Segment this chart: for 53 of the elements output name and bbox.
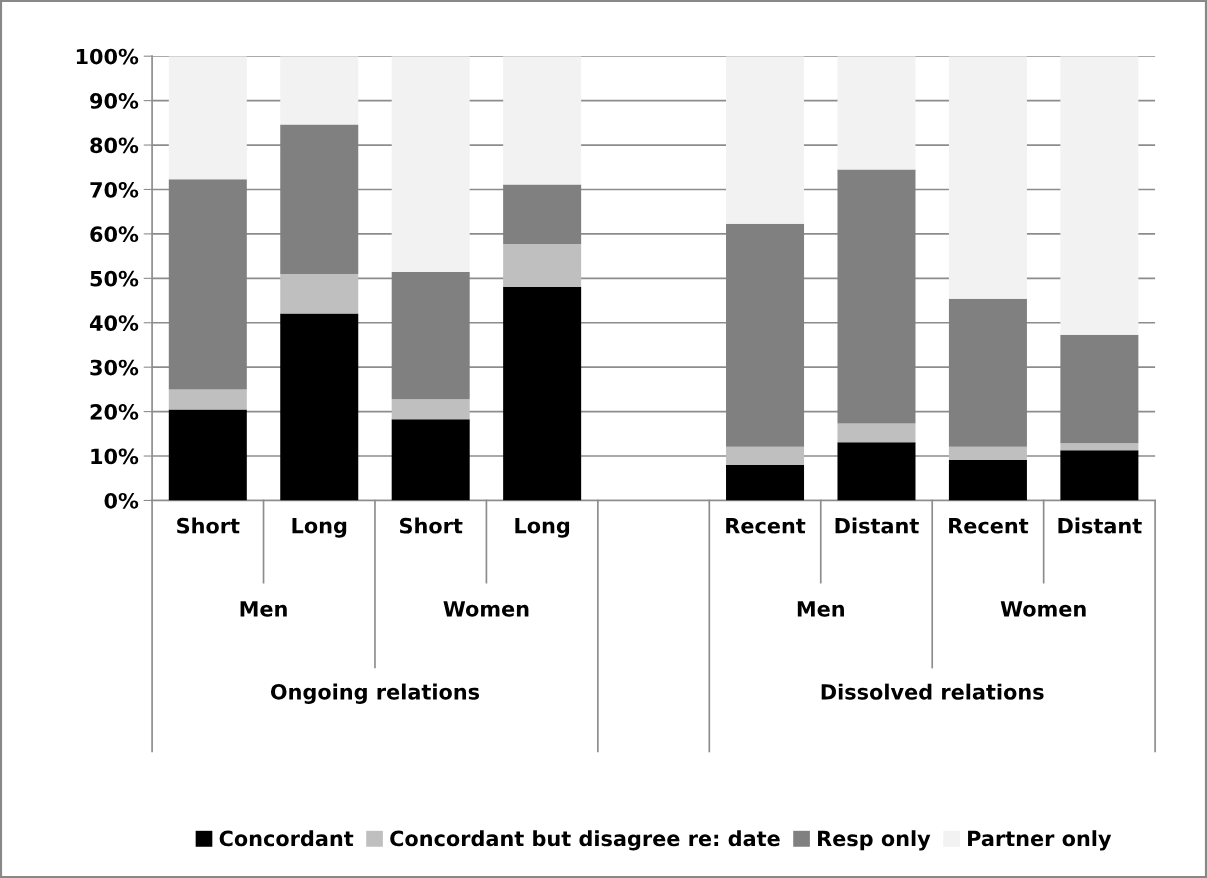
x-tick-label: Recent xyxy=(726,518,806,534)
x-tick-label: Long xyxy=(515,517,570,538)
y-tick-label: 0% xyxy=(104,492,139,509)
x-tick-label: Recent xyxy=(949,518,1029,534)
bar xyxy=(168,389,247,410)
bar xyxy=(1060,56,1139,335)
x-tick-label: Long xyxy=(292,517,347,538)
y-tick-label: 30% xyxy=(90,359,139,376)
bar xyxy=(503,244,582,287)
bar xyxy=(280,56,359,125)
legend-label: Concordant xyxy=(219,830,354,847)
y-tick-label: 70% xyxy=(90,181,139,198)
legend-label: Resp only xyxy=(818,830,931,851)
y-tick-label: 60% xyxy=(90,226,139,243)
bar xyxy=(391,419,470,501)
y-tick-label: 90% xyxy=(90,93,139,109)
bar xyxy=(1060,443,1139,451)
bar xyxy=(391,56,470,273)
bar xyxy=(503,56,582,185)
text: Dissolved relations xyxy=(821,683,1044,700)
y-tick-label: 100% xyxy=(76,48,139,65)
text: Men xyxy=(797,601,844,617)
text: Ongoing relations xyxy=(270,683,480,704)
bar xyxy=(948,56,1027,299)
bar xyxy=(280,313,359,501)
bar xyxy=(948,446,1027,461)
bar xyxy=(837,423,916,443)
y-tick-label: 50% xyxy=(90,270,139,287)
text: Women xyxy=(443,601,529,617)
bar xyxy=(726,56,805,224)
bar xyxy=(948,460,1027,501)
bar xyxy=(726,446,805,465)
bar xyxy=(168,56,247,180)
y-tick-label: 80% xyxy=(90,137,139,154)
bar xyxy=(837,56,916,170)
legend-label: Concordant but disagree re: date xyxy=(390,830,780,851)
x-tick-label: Distant xyxy=(1058,517,1142,534)
text: Women xyxy=(1000,601,1086,617)
bar xyxy=(280,273,359,314)
bar xyxy=(391,399,470,420)
bar xyxy=(168,409,247,501)
bar xyxy=(1060,450,1139,501)
y-tick-label: 40% xyxy=(89,315,139,331)
text: Men xyxy=(240,601,287,617)
bar xyxy=(837,442,916,501)
y-tick-label: 20% xyxy=(90,404,139,420)
bar xyxy=(503,286,582,501)
x-tick-label: Short xyxy=(400,517,463,534)
x-tick-label: Distant xyxy=(835,517,919,534)
x-tick-label: Short xyxy=(177,517,240,534)
bar xyxy=(726,464,805,501)
y-tick-label: 10% xyxy=(91,448,139,465)
legend-label: Partner only xyxy=(968,830,1112,851)
